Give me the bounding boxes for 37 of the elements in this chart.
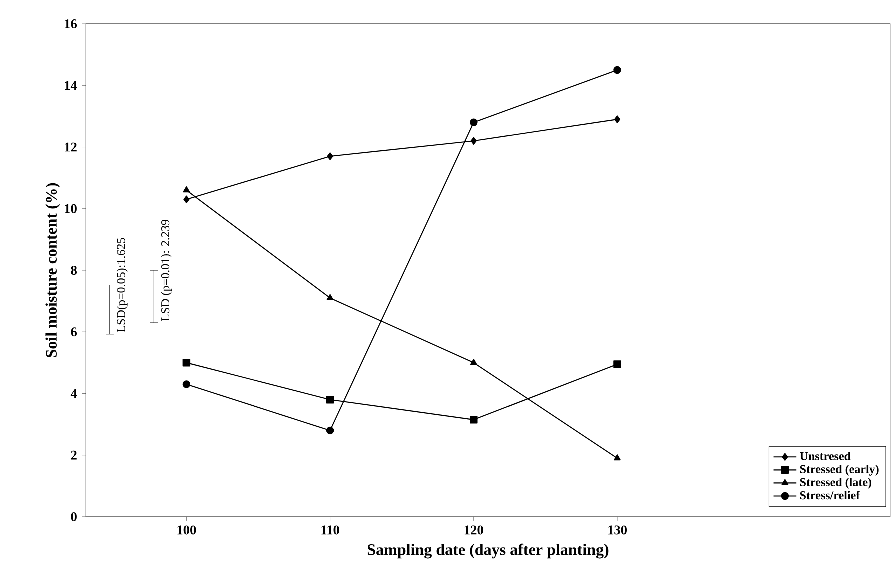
- point: [326, 426, 334, 435]
- y-tick-label: 6: [71, 328, 78, 337]
- x-tick-label: 110: [322, 526, 340, 535]
- point: [327, 152, 334, 160]
- point: [326, 396, 334, 404]
- x-tick-label: 130: [608, 526, 628, 535]
- point: [184, 196, 190, 204]
- legend-label: Stressed (early): [800, 464, 879, 476]
- y-tick-label: 16: [65, 20, 78, 28]
- y-tick-label: 10: [65, 204, 77, 214]
- point: [470, 416, 478, 424]
- point: [470, 137, 477, 145]
- point: [470, 118, 478, 126]
- point: [614, 66, 622, 74]
- x-axis-title: Sampling date (days after planting): [368, 544, 609, 559]
- annotation: LSD (p=0.01): 2.239: [161, 220, 172, 322]
- point: [614, 454, 621, 461]
- point: [614, 116, 621, 124]
- y-tick-label: 2: [71, 450, 77, 460]
- point: [470, 359, 478, 366]
- legend-label: Stress/relief: [800, 490, 860, 500]
- annotation: LSD(p=0.05):1.625: [116, 238, 128, 332]
- y-tick-label: 0: [71, 512, 77, 522]
- point: [182, 359, 191, 367]
- legend-label: Unstresed: [800, 452, 851, 460]
- point: [326, 294, 334, 300]
- x-tick-label: 120: [464, 526, 484, 535]
- point: [183, 186, 190, 193]
- point: [182, 380, 191, 388]
- y-tick-label: 14: [65, 81, 78, 90]
- y-axis-title: Soil moisture content (%): [46, 183, 60, 358]
- point: [614, 360, 622, 368]
- y-tick-label: 12: [65, 142, 77, 152]
- x-tick-label: 100: [178, 526, 196, 535]
- legend-label: Stressed (late): [800, 478, 872, 489]
- y-tick-label: 4: [70, 389, 78, 398]
- y-tick-label: 8: [71, 266, 77, 275]
